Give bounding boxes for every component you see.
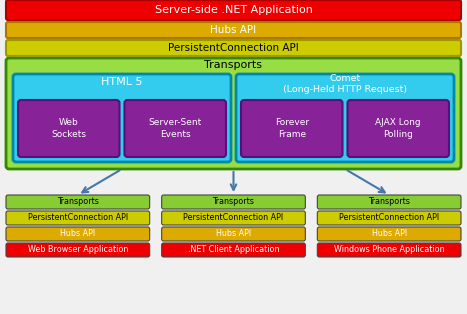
Text: Transports: Transports [205,60,262,70]
Text: Hubs API: Hubs API [372,230,407,239]
FancyBboxPatch shape [162,195,305,209]
Text: Web
Sockets: Web Sockets [51,118,86,138]
Text: Transports: Transports [368,198,410,207]
Text: PersistentConnection API: PersistentConnection API [28,214,128,223]
Text: Comet
(Long-Held HTTP Request): Comet (Long-Held HTTP Request) [283,74,407,94]
FancyBboxPatch shape [318,211,461,225]
FancyBboxPatch shape [347,100,449,157]
FancyBboxPatch shape [162,243,305,257]
FancyBboxPatch shape [6,195,149,209]
Text: Forever
Frame: Forever Frame [275,118,309,138]
Text: HTML 5: HTML 5 [101,77,143,87]
Text: AJAX Long
Polling: AJAX Long Polling [375,118,421,138]
Text: PersistentConnection API: PersistentConnection API [339,214,439,223]
Text: Hubs API: Hubs API [216,230,251,239]
FancyBboxPatch shape [6,58,461,169]
FancyBboxPatch shape [13,74,231,162]
FancyBboxPatch shape [162,227,305,241]
FancyBboxPatch shape [6,243,149,257]
Text: Server-side .NET Application: Server-side .NET Application [155,5,312,15]
Text: PersistentConnection API: PersistentConnection API [168,43,299,53]
FancyBboxPatch shape [318,195,461,209]
FancyBboxPatch shape [318,227,461,241]
Text: Transports: Transports [57,198,99,207]
FancyBboxPatch shape [318,243,461,257]
FancyBboxPatch shape [125,100,226,157]
FancyBboxPatch shape [6,0,461,20]
Text: Transports: Transports [212,198,255,207]
Text: Hubs API: Hubs API [211,25,256,35]
Text: .NET Client Application: .NET Client Application [188,246,279,255]
FancyBboxPatch shape [6,40,461,56]
FancyBboxPatch shape [18,100,120,157]
FancyBboxPatch shape [162,211,305,225]
Text: PersistentConnection API: PersistentConnection API [184,214,283,223]
Text: Hubs API: Hubs API [60,230,95,239]
FancyBboxPatch shape [6,227,149,241]
FancyBboxPatch shape [6,211,149,225]
FancyBboxPatch shape [236,74,454,162]
Text: Server-Sent
Events: Server-Sent Events [149,118,202,138]
FancyBboxPatch shape [6,22,461,38]
Text: Windows Phone Application: Windows Phone Application [334,246,445,255]
Text: Web Browser Application: Web Browser Application [28,246,128,255]
FancyBboxPatch shape [241,100,342,157]
